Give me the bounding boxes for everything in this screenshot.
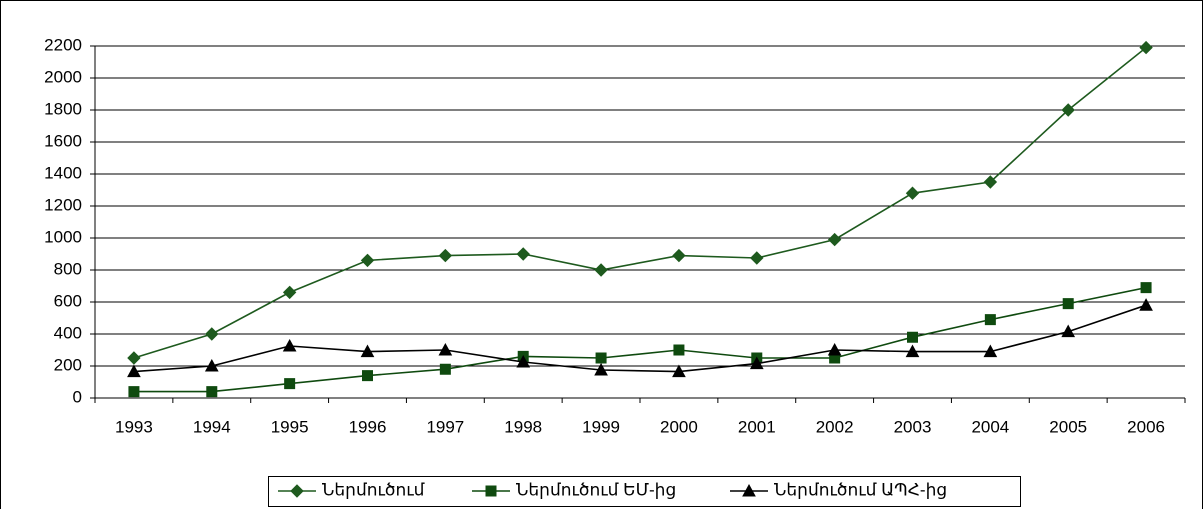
y-tick-label: 400 [54, 323, 82, 342]
y-tick-label: 1400 [44, 163, 82, 182]
diamond-marker [360, 253, 375, 268]
square-marker [284, 378, 296, 390]
square-marker [907, 331, 918, 343]
diamond-marker [1139, 40, 1153, 55]
square-marker [673, 344, 685, 356]
diamond-marker [983, 175, 998, 189]
diamond-marker [827, 232, 842, 247]
x-tick-label: 2000 [660, 417, 698, 436]
square-marker [485, 485, 497, 497]
triangle-marker [1061, 324, 1076, 338]
square-marker [362, 370, 373, 382]
square-marker [1140, 282, 1152, 294]
y-tick-label: 1000 [44, 227, 82, 246]
triangle-marker [438, 342, 453, 356]
diamond-marker [438, 248, 453, 263]
x-tick-label: 1997 [426, 417, 464, 436]
diamond-marker [672, 248, 686, 263]
x-tick-label: 2004 [971, 417, 1009, 436]
triangle-marker [127, 364, 141, 378]
triangle-marker [204, 358, 219, 372]
triangle-marker [905, 344, 920, 358]
triangle-marker [516, 354, 531, 368]
diamond-marker [594, 263, 608, 277]
x-tick-label: 1994 [193, 417, 231, 436]
diamond-marker [905, 186, 920, 200]
y-tick-label: 600 [54, 291, 82, 310]
y-tick-label: 0 [73, 387, 82, 406]
y-tick-label: 1200 [44, 195, 82, 214]
triangle-marker [749, 356, 764, 370]
diamond-marker [205, 327, 219, 341]
diamond-marker [1061, 103, 1075, 117]
triangle-marker [1139, 298, 1153, 311]
series-line [133, 46, 1147, 359]
y-tick-label: 2000 [44, 67, 82, 86]
diamond-marker [282, 285, 297, 300]
triangle-marker [594, 362, 608, 376]
y-tick-label: 800 [54, 259, 82, 278]
x-tick-label: 1999 [582, 417, 620, 436]
x-tick-label: 1996 [349, 417, 387, 436]
series-line [133, 304, 1147, 373]
x-tick-label: 2006 [1127, 417, 1165, 436]
triangle-marker [672, 364, 686, 378]
triangle-marker [360, 344, 375, 358]
triangle-marker [983, 344, 998, 358]
x-tick-label: 2002 [816, 417, 854, 436]
diamond-marker [127, 351, 141, 365]
y-tick-label: 200 [54, 355, 82, 374]
x-tick-label: 1993 [115, 417, 153, 436]
diamond-marker [750, 251, 764, 265]
diamond-marker [290, 484, 304, 498]
diamond-marker [516, 247, 530, 261]
legend-box [268, 476, 1021, 507]
x-tick-label: 1998 [504, 417, 542, 436]
square-marker [206, 386, 218, 398]
square-marker [984, 314, 996, 326]
x-tick-label: 2001 [738, 417, 776, 436]
triangle-marker [742, 483, 756, 497]
y-tick-label: 1600 [44, 131, 82, 150]
y-tick-label: 1800 [44, 99, 82, 118]
square-marker [439, 363, 451, 375]
x-tick-label: 2003 [894, 417, 932, 436]
legend-label: Ներմուծում ԵՄ-ից [516, 480, 676, 499]
series-line [133, 286, 1147, 393]
triangle-marker [282, 338, 297, 352]
legend-label: Ներմուծում [322, 480, 425, 499]
legend-label: Ներմուծում ԱՊՀ-ից [774, 480, 947, 499]
triangle-marker [827, 342, 842, 356]
y-tick-label: 2200 [44, 35, 82, 54]
x-tick-label: 1995 [271, 417, 309, 436]
square-marker [1062, 298, 1074, 310]
square-marker [128, 386, 140, 398]
square-marker [595, 352, 607, 364]
x-tick-label: 2005 [1049, 417, 1087, 436]
